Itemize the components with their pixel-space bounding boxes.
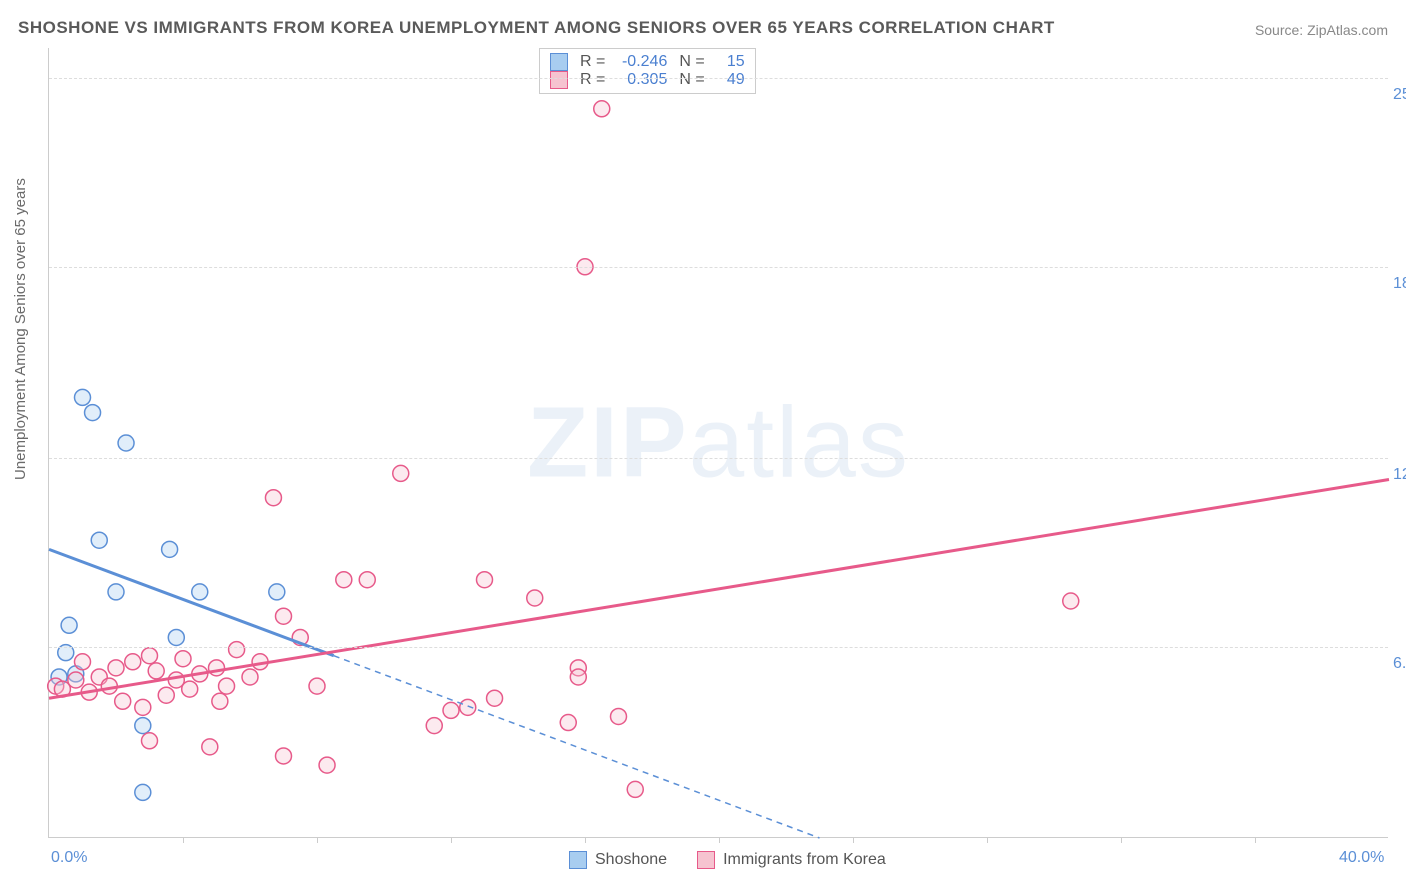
correlation-chart: SHOSHONE VS IMMIGRANTS FROM KOREA UNEMPL… bbox=[0, 0, 1406, 892]
legend-swatch bbox=[569, 851, 587, 869]
legend-stats-row: R = 0.305 N = 49 bbox=[550, 71, 745, 89]
legend-swatch bbox=[697, 851, 715, 869]
data-point bbox=[219, 678, 235, 694]
data-point bbox=[242, 669, 258, 685]
x-tick-mark bbox=[585, 837, 586, 843]
plot-svg bbox=[49, 48, 1388, 837]
data-point bbox=[336, 572, 352, 588]
legend-stats: R = -0.246 N = 15 R = 0.305 N = 49 bbox=[539, 48, 756, 94]
data-point bbox=[229, 642, 245, 658]
x-tick-mark bbox=[317, 837, 318, 843]
y-tick-label: 6.3% bbox=[1393, 655, 1406, 673]
gridline-h bbox=[49, 78, 1388, 79]
trend-line bbox=[49, 549, 334, 655]
legend-stats-row: R = -0.246 N = 15 bbox=[550, 53, 745, 71]
data-point bbox=[319, 757, 335, 773]
x-tick-mark bbox=[987, 837, 988, 843]
data-point bbox=[627, 781, 643, 797]
data-point bbox=[212, 693, 228, 709]
data-point bbox=[158, 687, 174, 703]
data-point bbox=[135, 699, 151, 715]
data-point bbox=[75, 654, 91, 670]
data-point bbox=[202, 739, 218, 755]
stat-r-value: 0.305 bbox=[617, 71, 667, 89]
x-tick-label: 40.0% bbox=[1339, 849, 1384, 867]
data-point bbox=[1063, 593, 1079, 609]
x-tick-mark bbox=[1255, 837, 1256, 843]
data-point bbox=[594, 101, 610, 117]
gridline-h bbox=[49, 458, 1388, 459]
data-point bbox=[309, 678, 325, 694]
data-point bbox=[527, 590, 543, 606]
data-point bbox=[168, 629, 184, 645]
data-point bbox=[162, 541, 178, 557]
stat-n-label: N = bbox=[679, 53, 704, 71]
x-tick-mark bbox=[719, 837, 720, 843]
data-point bbox=[61, 617, 77, 633]
data-point bbox=[125, 654, 141, 670]
data-point bbox=[477, 572, 493, 588]
data-point bbox=[276, 748, 292, 764]
stat-n-value: 49 bbox=[717, 71, 745, 89]
data-point bbox=[393, 465, 409, 481]
stat-n-label: N = bbox=[679, 71, 704, 89]
stat-n-value: 15 bbox=[717, 53, 745, 71]
chart-source: Source: ZipAtlas.com bbox=[1255, 22, 1388, 38]
gridline-h bbox=[49, 267, 1388, 268]
data-point bbox=[192, 584, 208, 600]
data-point bbox=[487, 690, 503, 706]
data-point bbox=[85, 405, 101, 421]
data-point bbox=[91, 532, 107, 548]
x-tick-label: 0.0% bbox=[51, 849, 87, 867]
data-point bbox=[108, 584, 124, 600]
data-point bbox=[142, 648, 158, 664]
data-point bbox=[142, 733, 158, 749]
data-point bbox=[269, 584, 285, 600]
data-point bbox=[175, 651, 191, 667]
x-tick-mark bbox=[1121, 837, 1122, 843]
y-tick-label: 25.0% bbox=[1393, 86, 1406, 104]
legend-series-label: Shoshone bbox=[595, 851, 667, 869]
stat-r-value: -0.246 bbox=[617, 53, 667, 71]
plot-area: ZIPatlas R =-0.246N =15R =0.305N =49 Sho… bbox=[48, 48, 1388, 838]
data-point bbox=[75, 389, 91, 405]
y-axis-label: Unemployment Among Seniors over 65 years bbox=[12, 178, 29, 480]
stat-r-label: R = bbox=[580, 71, 605, 89]
legend-swatch bbox=[550, 71, 568, 89]
x-tick-mark bbox=[183, 837, 184, 843]
data-point bbox=[118, 435, 134, 451]
stat-r-label: R = bbox=[580, 53, 605, 71]
legend-series-item: Immigrants from Korea bbox=[697, 851, 886, 869]
chart-title: SHOSHONE VS IMMIGRANTS FROM KOREA UNEMPL… bbox=[18, 18, 1055, 38]
data-point bbox=[560, 715, 576, 731]
data-point bbox=[426, 718, 442, 734]
data-point bbox=[108, 660, 124, 676]
legend-series: Shoshone Immigrants from Korea bbox=[569, 851, 886, 869]
data-point bbox=[182, 681, 198, 697]
data-point bbox=[265, 490, 281, 506]
data-point bbox=[570, 669, 586, 685]
data-point bbox=[115, 693, 131, 709]
data-point bbox=[611, 708, 627, 724]
x-tick-mark bbox=[451, 837, 452, 843]
gridline-h bbox=[49, 647, 1388, 648]
x-tick-mark bbox=[853, 837, 854, 843]
data-point bbox=[276, 608, 292, 624]
data-point bbox=[209, 660, 225, 676]
legend-series-item: Shoshone bbox=[569, 851, 667, 869]
data-point bbox=[148, 663, 164, 679]
data-point bbox=[359, 572, 375, 588]
y-tick-label: 12.5% bbox=[1393, 466, 1406, 484]
trend-line bbox=[49, 479, 1389, 698]
data-point bbox=[68, 672, 84, 688]
y-tick-label: 18.8% bbox=[1393, 275, 1406, 293]
data-point bbox=[135, 784, 151, 800]
legend-swatch bbox=[550, 53, 568, 71]
data-point bbox=[135, 718, 151, 734]
data-point bbox=[443, 702, 459, 718]
legend-series-label: Immigrants from Korea bbox=[723, 851, 886, 869]
